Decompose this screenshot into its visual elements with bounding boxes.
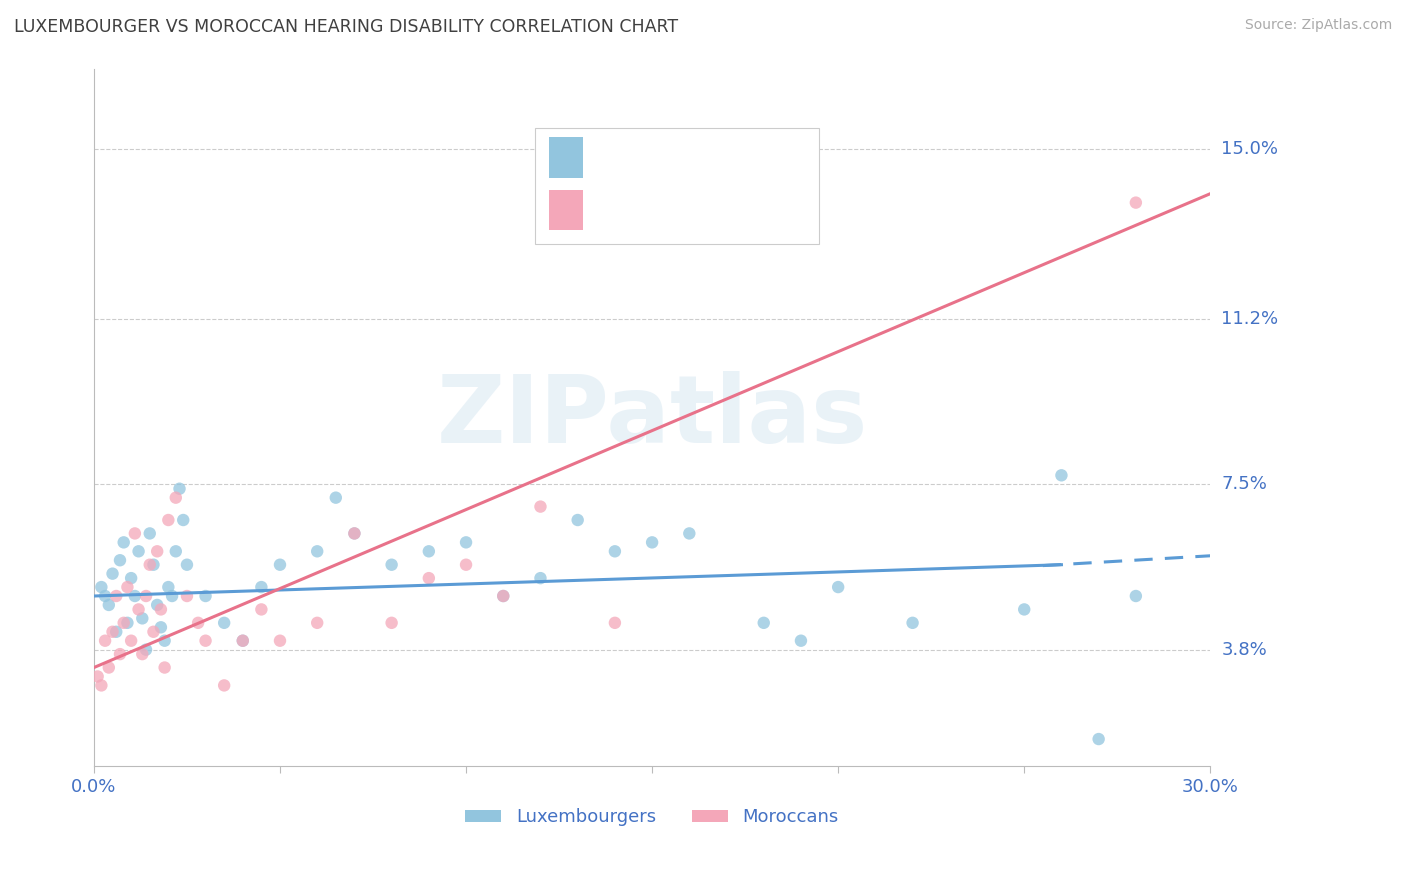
Point <box>250 580 273 594</box>
Point <box>250 602 273 616</box>
Point <box>146 544 169 558</box>
Point <box>212 615 235 630</box>
Point <box>149 620 172 634</box>
Point <box>418 571 440 585</box>
Point <box>343 526 366 541</box>
Point <box>790 633 813 648</box>
Point <box>94 589 117 603</box>
Point <box>153 633 176 648</box>
Point <box>90 580 112 594</box>
Point <box>105 589 128 603</box>
Point <box>120 571 142 585</box>
Text: N = 49: N = 49 <box>703 148 770 167</box>
Point <box>94 633 117 648</box>
Point <box>146 598 169 612</box>
Point <box>269 633 291 648</box>
Text: ZIPatlas: ZIPatlas <box>436 371 868 463</box>
Point <box>454 558 477 572</box>
Point <box>1050 468 1073 483</box>
Point <box>418 544 440 558</box>
Point <box>212 678 235 692</box>
Point <box>187 615 209 630</box>
Point <box>752 615 775 630</box>
Point <box>149 602 172 616</box>
Point <box>1087 732 1109 747</box>
Point <box>101 566 124 581</box>
Point <box>492 589 515 603</box>
Point <box>101 624 124 639</box>
Point <box>131 647 153 661</box>
Text: R = 0.727: R = 0.727 <box>598 201 688 219</box>
Point <box>157 580 180 594</box>
Point <box>492 589 515 603</box>
Point <box>325 491 347 505</box>
Point <box>1125 195 1147 210</box>
Point <box>381 615 404 630</box>
Point <box>901 615 924 630</box>
Point <box>124 589 146 603</box>
Point <box>1012 602 1035 616</box>
Point <box>112 535 135 549</box>
Point <box>194 589 217 603</box>
Point <box>194 633 217 648</box>
Point <box>142 558 165 572</box>
Text: 3.8%: 3.8% <box>1222 640 1267 658</box>
Point <box>131 611 153 625</box>
Point <box>165 544 187 558</box>
Point <box>97 598 120 612</box>
Legend: Luxembourgers, Moroccans: Luxembourgers, Moroccans <box>458 801 846 833</box>
Point <box>827 580 849 594</box>
Point <box>157 513 180 527</box>
Point <box>307 544 329 558</box>
Point <box>108 647 131 661</box>
Point <box>117 615 139 630</box>
Point <box>381 558 404 572</box>
Point <box>567 513 589 527</box>
Point <box>142 624 165 639</box>
Point <box>678 526 700 541</box>
Text: Source: ZipAtlas.com: Source: ZipAtlas.com <box>1244 18 1392 32</box>
Text: N = 37: N = 37 <box>703 201 770 219</box>
Point <box>124 526 146 541</box>
Point <box>135 589 157 603</box>
Point <box>176 558 198 572</box>
Point <box>97 660 120 674</box>
Point <box>307 615 329 630</box>
Point <box>529 571 551 585</box>
Point <box>454 535 477 549</box>
Point <box>603 544 626 558</box>
Point <box>128 544 150 558</box>
Point <box>232 633 254 648</box>
Text: 15.0%: 15.0% <box>1222 140 1278 158</box>
Point <box>165 491 187 505</box>
Point <box>105 624 128 639</box>
Point <box>603 615 626 630</box>
Point <box>641 535 664 549</box>
Point <box>160 589 183 603</box>
Text: R = 0.091: R = 0.091 <box>598 148 688 167</box>
Point <box>169 482 191 496</box>
Point <box>153 660 176 674</box>
Point <box>86 669 108 683</box>
Point <box>128 602 150 616</box>
Point <box>108 553 131 567</box>
Point <box>139 526 162 541</box>
Point <box>529 500 551 514</box>
Text: 7.5%: 7.5% <box>1222 475 1267 493</box>
Point <box>1125 589 1147 603</box>
Text: LUXEMBOURGER VS MOROCCAN HEARING DISABILITY CORRELATION CHART: LUXEMBOURGER VS MOROCCAN HEARING DISABIL… <box>14 18 678 36</box>
Point <box>112 615 135 630</box>
Point <box>176 589 198 603</box>
Point <box>232 633 254 648</box>
Point <box>139 558 162 572</box>
Point <box>172 513 194 527</box>
Point <box>135 642 157 657</box>
Point <box>90 678 112 692</box>
Text: 11.2%: 11.2% <box>1222 310 1278 328</box>
Point <box>343 526 366 541</box>
Point <box>120 633 142 648</box>
Point <box>269 558 291 572</box>
Point <box>117 580 139 594</box>
